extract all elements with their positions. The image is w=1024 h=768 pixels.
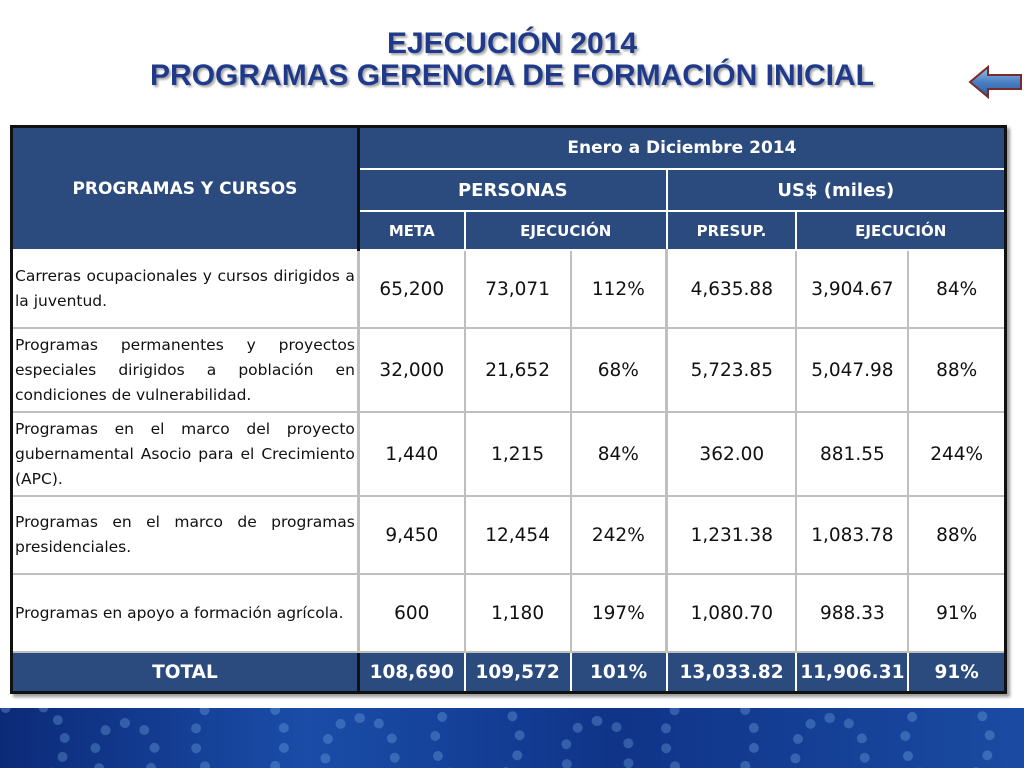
ejecucion-value: 1,180: [463, 573, 572, 653]
ejecucion-usd-value: 1,083.78: [795, 495, 910, 575]
table-row: Programas en el marco del proyecto guber…: [10, 411, 1007, 497]
presup-value: 4,635.88: [665, 249, 798, 329]
header-programs: PROGRAMAS Y CURSOS: [10, 125, 360, 251]
decorative-gear-footer: [0, 708, 1024, 768]
total-presup: 13,033.82: [665, 651, 798, 694]
header-usd: US$ (miles): [665, 168, 1007, 212]
ejecucion-usd-value: 5,047.98: [795, 327, 910, 413]
table-row: Carreras ocupacionales y cursos dirigido…: [10, 249, 1007, 329]
ejecucion-value: 21,652: [463, 327, 572, 413]
ejecucion-usd-value: 881.55: [795, 411, 910, 497]
ejecucion-usd-value: 988.33: [795, 573, 910, 653]
header-period: Enero a Diciembre 2014: [357, 125, 1007, 170]
total-ejecucion: 109,572: [463, 651, 572, 694]
pct-usd: 244%: [907, 411, 1007, 497]
presup-value: 362.00: [665, 411, 798, 497]
total-label: TOTAL: [10, 651, 360, 694]
presup-value: 1,231.38: [665, 495, 798, 575]
total-pct-usd: 91%: [907, 651, 1007, 694]
total-row: TOTAL 108,690 109,572 101% 13,033.82 11,…: [10, 651, 1007, 694]
table-row: Programas en el marco de programas presi…: [10, 495, 1007, 575]
program-name: Programas en apoyo a formación agrícola.: [10, 573, 360, 653]
pct-personas: 197%: [569, 573, 669, 653]
total-ejecucion-usd: 11,906.31: [795, 651, 910, 694]
table-row: Programas en apoyo a formación agrícola.…: [10, 573, 1007, 653]
pct-usd: 88%: [907, 495, 1007, 575]
program-name: Programas permanentes y proyectos especi…: [10, 327, 360, 413]
pct-usd: 88%: [907, 327, 1007, 413]
header-ejecucion-usd: EJECUCIÓN: [795, 210, 1007, 251]
pct-personas: 112%: [569, 249, 669, 329]
total-pct-personas: 101%: [569, 651, 668, 694]
header-ejecucion-personas: EJECUCIÓN: [463, 210, 668, 251]
header-presup: PRESUP.: [665, 210, 798, 251]
meta-value: 1,440: [357, 411, 466, 497]
program-name: Programas en el marco de programas presi…: [10, 495, 360, 575]
left-arrow-icon[interactable]: [968, 64, 1024, 100]
meta-value: 9,450: [357, 495, 466, 575]
ejecucion-value: 1,215: [463, 411, 572, 497]
ejecucion-usd-value: 3,904.67: [795, 249, 910, 329]
pct-usd: 84%: [907, 249, 1007, 329]
pct-usd: 91%: [907, 573, 1007, 653]
program-name: Programas en el marco del proyecto guber…: [10, 411, 360, 497]
table-row: Programas permanentes y proyectos especi…: [10, 327, 1007, 413]
ejecucion-value: 73,071: [463, 249, 572, 329]
program-name: Carreras ocupacionales y cursos dirigido…: [10, 249, 360, 329]
pct-personas: 84%: [569, 411, 669, 497]
meta-value: 600: [357, 573, 466, 653]
pct-personas: 242%: [569, 495, 669, 575]
execution-table: PROGRAMAS Y CURSOS Enero a Diciembre 201…: [10, 125, 1007, 694]
slide-title: EJECUCIÓN 2014 PROGRAMAS GERENCIA DE FOR…: [0, 28, 1024, 92]
header-personas: PERSONAS: [357, 168, 668, 212]
meta-value: 65,200: [357, 249, 466, 329]
presup-value: 1,080.70: [665, 573, 798, 653]
title-line-2: PROGRAMAS GERENCIA DE FORMACIÓN INICIAL: [150, 59, 874, 92]
ejecucion-value: 12,454: [463, 495, 572, 575]
title-line-1: EJECUCIÓN 2014: [386, 27, 638, 60]
pct-personas: 68%: [569, 327, 669, 413]
presup-value: 5,723.85: [665, 327, 798, 413]
total-meta: 108,690: [357, 651, 466, 694]
meta-value: 32,000: [357, 327, 466, 413]
header-meta: META: [357, 210, 466, 251]
